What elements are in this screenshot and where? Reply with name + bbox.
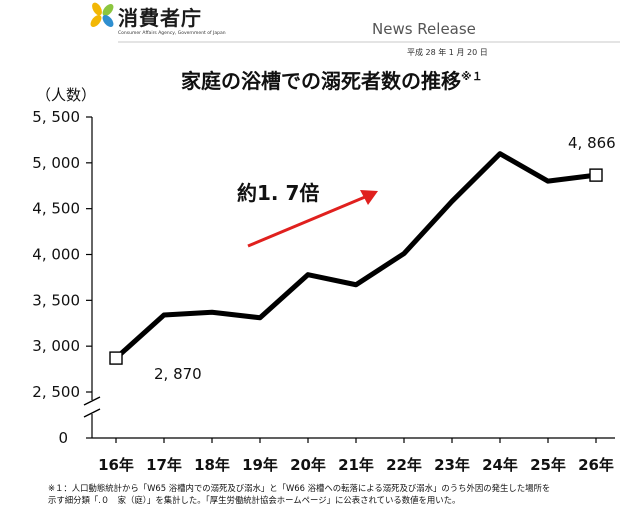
data-point-label: 2, 870 bbox=[154, 365, 202, 383]
x-tick-label: 19年 bbox=[242, 456, 278, 474]
growth-annotation: 約1. 7倍 bbox=[237, 181, 319, 205]
y-axis-unit-label: （人数） bbox=[36, 86, 96, 104]
y-tick-label-zero: 0 bbox=[58, 429, 68, 447]
x-tick-label: 18年 bbox=[194, 456, 230, 474]
x-tick-label: 26年 bbox=[578, 456, 614, 474]
header: 消費者庁 Consumer Affairs Agency, Government… bbox=[90, 2, 620, 57]
axis-break-mark bbox=[83, 396, 101, 418]
y-tick-label: 5, 500 bbox=[32, 108, 80, 126]
x-ticks: 16年 17年 18年 19年 20年 21年 22年 23年 24年 25年 26年 bbox=[98, 438, 614, 474]
y-tick-label: 4, 000 bbox=[32, 246, 80, 264]
chart-canvas: 消費者庁 Consumer Affairs Agency, Government… bbox=[32, 2, 620, 474]
series-line bbox=[114, 151, 597, 360]
chart-title-superscript: ※１ bbox=[461, 70, 483, 83]
y-tick-label: 4, 500 bbox=[32, 200, 80, 218]
y-tick-label: 3, 500 bbox=[32, 291, 80, 309]
x-tick-label: 21年 bbox=[338, 456, 374, 474]
point-labels: 2, 870 4, 866 bbox=[154, 134, 616, 383]
x-tick-label: 17年 bbox=[146, 456, 182, 474]
x-tick-label: 25年 bbox=[530, 456, 566, 474]
data-point-label: 4, 866 bbox=[568, 134, 616, 152]
x-tick-label: 20年 bbox=[290, 456, 326, 474]
agency-name: 消費者庁 bbox=[118, 6, 202, 30]
x-tick-label: 22年 bbox=[386, 456, 422, 474]
x-tick-label: 16年 bbox=[98, 456, 134, 474]
news-release-label: News Release bbox=[372, 20, 476, 38]
series-point-marker bbox=[589, 168, 603, 182]
y-ticks: 5, 500 5, 000 4, 500 4, 000 3, 500 3, 000 2, 5… bbox=[32, 108, 92, 447]
growth-arrow-icon bbox=[247, 190, 378, 248]
y-tick-label: 3, 000 bbox=[32, 337, 80, 355]
chart-title: 家庭の浴槽での溺死者数の推移※１ bbox=[181, 69, 483, 93]
agency-name-en: Consumer Affairs Agency, Government of J… bbox=[118, 30, 226, 36]
y-tick-label: 2, 500 bbox=[32, 383, 80, 401]
series-markers bbox=[109, 168, 603, 365]
y-tick-label: 5, 000 bbox=[32, 154, 80, 172]
footnote-line: ※１：人口動態統計から「W65 浴槽内での溺死及び溺水」と「W66 浴槽への転落… bbox=[48, 483, 551, 493]
chart-title-text: 家庭の浴槽での溺死者数の推移 bbox=[181, 69, 461, 93]
x-tick-label: 23年 bbox=[434, 456, 470, 474]
release-date: 平成 28 年 1 月 20 日 bbox=[407, 47, 488, 57]
footnote: ※１：人口動態統計から「W65 浴槽内での溺死及び溺水」と「W66 浴槽への転落… bbox=[48, 482, 638, 506]
x-tick-label: 24年 bbox=[482, 456, 518, 474]
agency-logo-icon bbox=[90, 2, 114, 27]
series-point-marker bbox=[109, 351, 123, 365]
footnote-line: 示す細分類「.０ 家（庭）」を集計した。「厚生労働統計協会ホームページ」に公表さ… bbox=[48, 495, 461, 505]
